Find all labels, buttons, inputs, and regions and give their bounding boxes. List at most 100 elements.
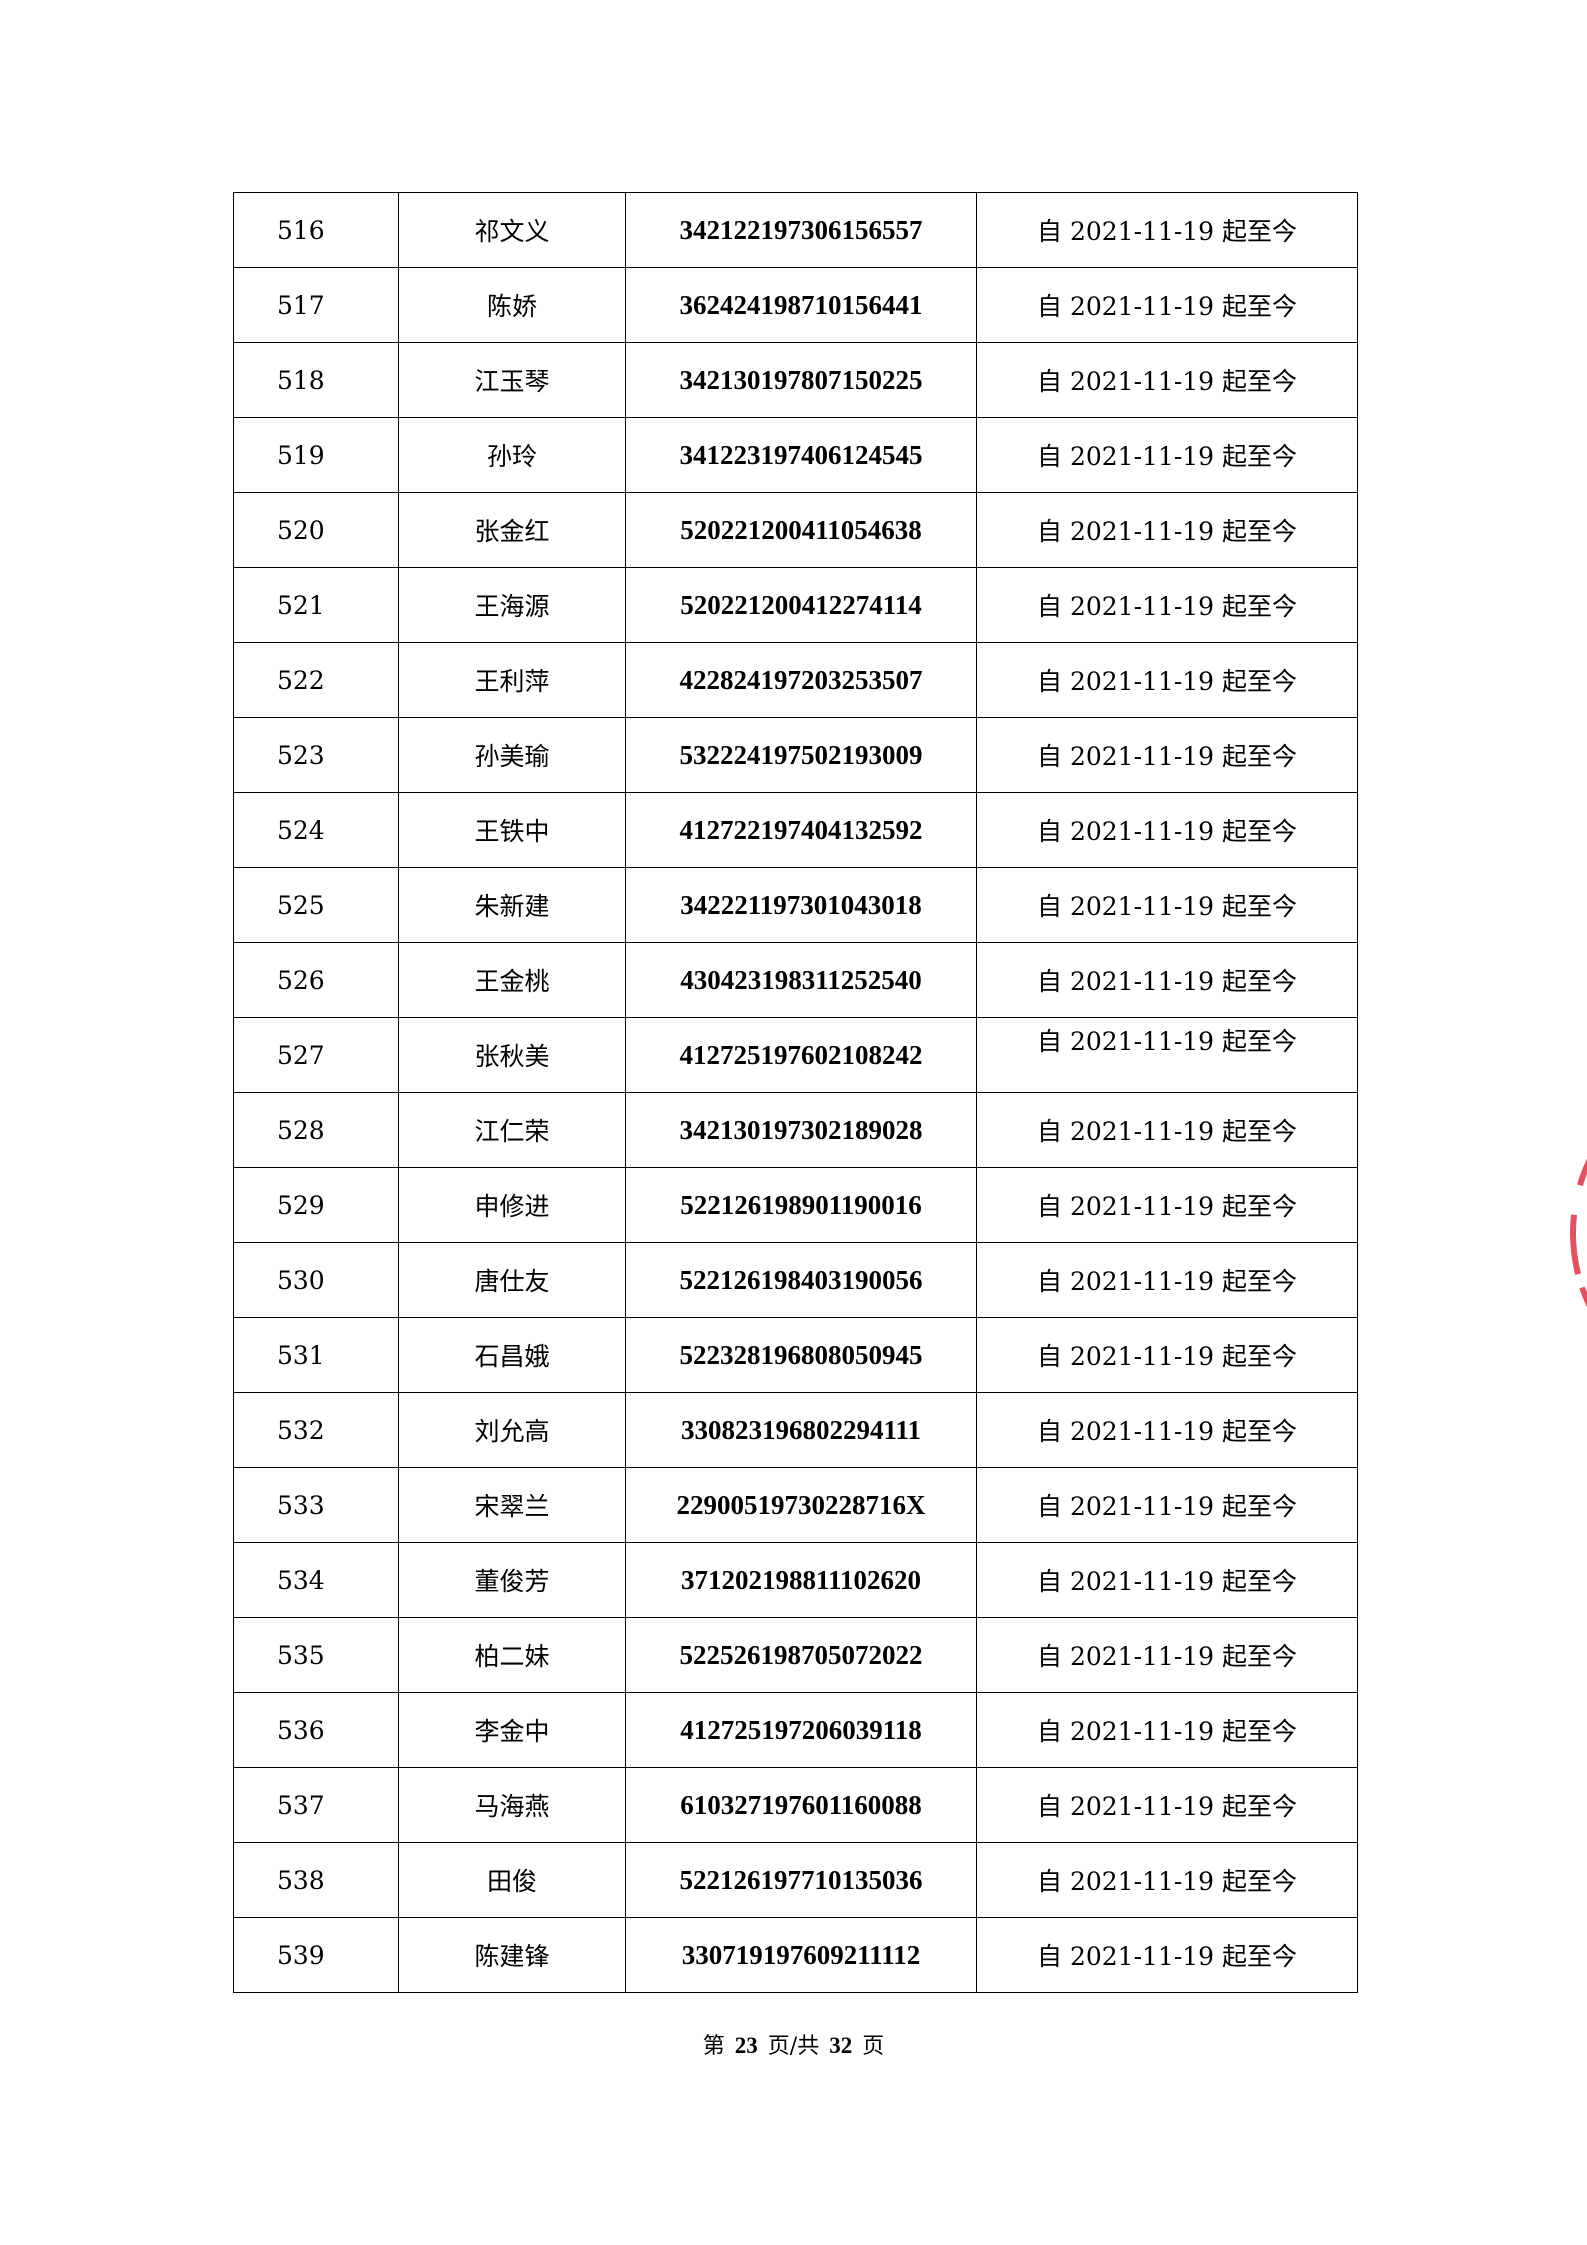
row-number: 532 — [233, 1392, 399, 1468]
row-number: 520 — [233, 492, 399, 568]
row-number: 529 — [233, 1167, 399, 1243]
row-number: 530 — [233, 1242, 399, 1318]
id-number: 522126198403190056 — [625, 1242, 977, 1318]
person-name: 石昌娥 — [398, 1317, 626, 1393]
person-name: 田俊 — [398, 1842, 626, 1918]
id-number: 371202198811102620 — [625, 1542, 977, 1618]
row-number: 519 — [233, 417, 399, 493]
row-number: 524 — [233, 792, 399, 868]
table-row: 522 王利萍 422824197203253507 自 2021-11-19 起至今 — [233, 642, 1358, 718]
id-number: 532224197502193009 — [625, 717, 977, 793]
row-number: 527 — [233, 1017, 399, 1093]
id-number: 520221200412274114 — [625, 567, 977, 643]
person-name: 马海燕 — [398, 1767, 626, 1843]
id-number: 362424198710156441 — [625, 267, 977, 343]
person-name: 刘允高 — [398, 1392, 626, 1468]
valid-period: 自 2021-11-19 起至今 — [976, 792, 1358, 868]
table-row: 534 董俊芳 371202198811102620 自 2021-11-19 起至今 — [233, 1542, 1358, 1618]
row-number: 539 — [233, 1917, 399, 1993]
person-name: 朱新建 — [398, 867, 626, 943]
table-row: 532 刘允高 330823196802294111 自 2021-11-19 起至今 — [233, 1392, 1358, 1468]
row-number: 518 — [233, 342, 399, 418]
table-row: 517 陈娇 362424198710156441 自 2021-11-19 起至今 — [233, 267, 1358, 343]
valid-period: 自 2021-11-19 起至今 — [976, 942, 1358, 1018]
valid-period: 自 2021-11-19 起至今 — [976, 1242, 1358, 1318]
row-number: 521 — [233, 567, 399, 643]
row-number: 526 — [233, 942, 399, 1018]
person-name: 陈娇 — [398, 267, 626, 343]
valid-period: 自 2021-11-19 起至今 — [976, 1842, 1358, 1918]
id-number: 342122197306156557 — [625, 192, 977, 268]
person-name: 唐仕友 — [398, 1242, 626, 1318]
person-name: 祁文义 — [398, 192, 626, 268]
table-row: 531 石昌娥 522328196808050945 自 2021-11-19 起至今 — [233, 1317, 1358, 1393]
table-row: 520 张金红 520221200411054638 自 2021-11-19 起至今 — [233, 492, 1358, 568]
person-name: 陈建锋 — [398, 1917, 626, 1993]
valid-period: 自 2021-11-19 起至今 — [976, 342, 1358, 418]
person-name: 孙玲 — [398, 417, 626, 493]
table-row: 538 田俊 522126197710135036 自 2021-11-19 起至今 — [233, 1842, 1358, 1918]
table-row: 523 孙美瑜 532224197502193009 自 2021-11-19 起至今 — [233, 717, 1358, 793]
valid-period: 自 2021-11-19 起至今 — [976, 1017, 1358, 1093]
valid-period: 自 2021-11-19 起至今 — [976, 1392, 1358, 1468]
person-name: 江仁荣 — [398, 1092, 626, 1168]
valid-period: 自 2021-11-19 起至今 — [976, 1767, 1358, 1843]
row-number: 528 — [233, 1092, 399, 1168]
table-row: 533 宋翠兰 22900519730228716X 自 2021-11-19 起至今 — [233, 1467, 1358, 1543]
row-number: 534 — [233, 1542, 399, 1618]
footer-middle: 页/共 — [767, 2034, 820, 2059]
table-row: 518 江玉琴 342130197807150225 自 2021-11-19 起至今 — [233, 342, 1358, 418]
person-name: 王铁中 — [398, 792, 626, 868]
page-footer: 第 23 页/共 32 页 — [0, 2028, 1587, 2060]
table-row: 521 王海源 520221200412274114 自 2021-11-19 起至今 — [233, 567, 1358, 643]
id-number: 412722197404132592 — [625, 792, 977, 868]
person-name: 孙美瑜 — [398, 717, 626, 793]
table-row: 536 李金中 412725197206039118 自 2021-11-19 起至今 — [233, 1692, 1358, 1768]
table-row: 528 江仁荣 342130197302189028 自 2021-11-19 起至今 — [233, 1092, 1358, 1168]
valid-period: 自 2021-11-19 起至今 — [976, 567, 1358, 643]
id-number: 430423198311252540 — [625, 942, 977, 1018]
person-name: 王海源 — [398, 567, 626, 643]
row-number: 538 — [233, 1842, 399, 1918]
valid-period: 自 2021-11-19 起至今 — [976, 1542, 1358, 1618]
person-name: 张秋美 — [398, 1017, 626, 1093]
red-seal-stamp — [1570, 1158, 1587, 1308]
table-row: 524 王铁中 412722197404132592 自 2021-11-19 起至今 — [233, 792, 1358, 868]
total-pages: 32 — [829, 2033, 853, 2058]
table-row: 526 王金桃 430423198311252540 自 2021-11-19 起至今 — [233, 942, 1358, 1018]
valid-period: 自 2021-11-19 起至今 — [976, 1692, 1358, 1768]
row-number: 523 — [233, 717, 399, 793]
person-name: 宋翠兰 — [398, 1467, 626, 1543]
table-row: 527 张秋美 412725197602108242 自 2021-11-19 起至今 — [233, 1017, 1358, 1093]
table-row: 529 申修进 522126198901190016 自 2021-11-19 起至今 — [233, 1167, 1358, 1243]
row-number: 536 — [233, 1692, 399, 1768]
valid-period: 自 2021-11-19 起至今 — [976, 417, 1358, 493]
row-number: 516 — [233, 192, 399, 268]
id-number: 412725197206039118 — [625, 1692, 977, 1768]
id-number: 522126198901190016 — [625, 1167, 977, 1243]
person-name: 申修进 — [398, 1167, 626, 1243]
person-name: 王利萍 — [398, 642, 626, 718]
row-number: 535 — [233, 1617, 399, 1693]
person-name: 江玉琴 — [398, 342, 626, 418]
row-number: 525 — [233, 867, 399, 943]
valid-period: 自 2021-11-19 起至今 — [976, 1917, 1358, 1993]
table-row: 530 唐仕友 522126198403190056 自 2021-11-19 起至今 — [233, 1242, 1358, 1318]
id-number: 520221200411054638 — [625, 492, 977, 568]
id-number: 22900519730228716X — [625, 1467, 977, 1543]
valid-period: 自 2021-11-19 起至今 — [976, 1317, 1358, 1393]
id-number: 522526198705072022 — [625, 1617, 977, 1693]
person-name: 王金桃 — [398, 942, 626, 1018]
current-page: 23 — [734, 2033, 758, 2058]
id-number: 610327197601160088 — [625, 1767, 977, 1843]
roster-table: 516 祁文义 342122197306156557 自 2021-11-19 起至今… — [233, 192, 1358, 1993]
valid-period: 自 2021-11-19 起至今 — [976, 192, 1358, 268]
footer-prefix: 第 — [702, 2034, 725, 2059]
row-number: 537 — [233, 1767, 399, 1843]
id-number: 342130197807150225 — [625, 342, 977, 418]
valid-period: 自 2021-11-19 起至今 — [976, 267, 1358, 343]
valid-period: 自 2021-11-19 起至今 — [976, 1092, 1358, 1168]
id-number: 522328196808050945 — [625, 1317, 977, 1393]
row-number: 533 — [233, 1467, 399, 1543]
valid-period: 自 2021-11-19 起至今 — [976, 717, 1358, 793]
